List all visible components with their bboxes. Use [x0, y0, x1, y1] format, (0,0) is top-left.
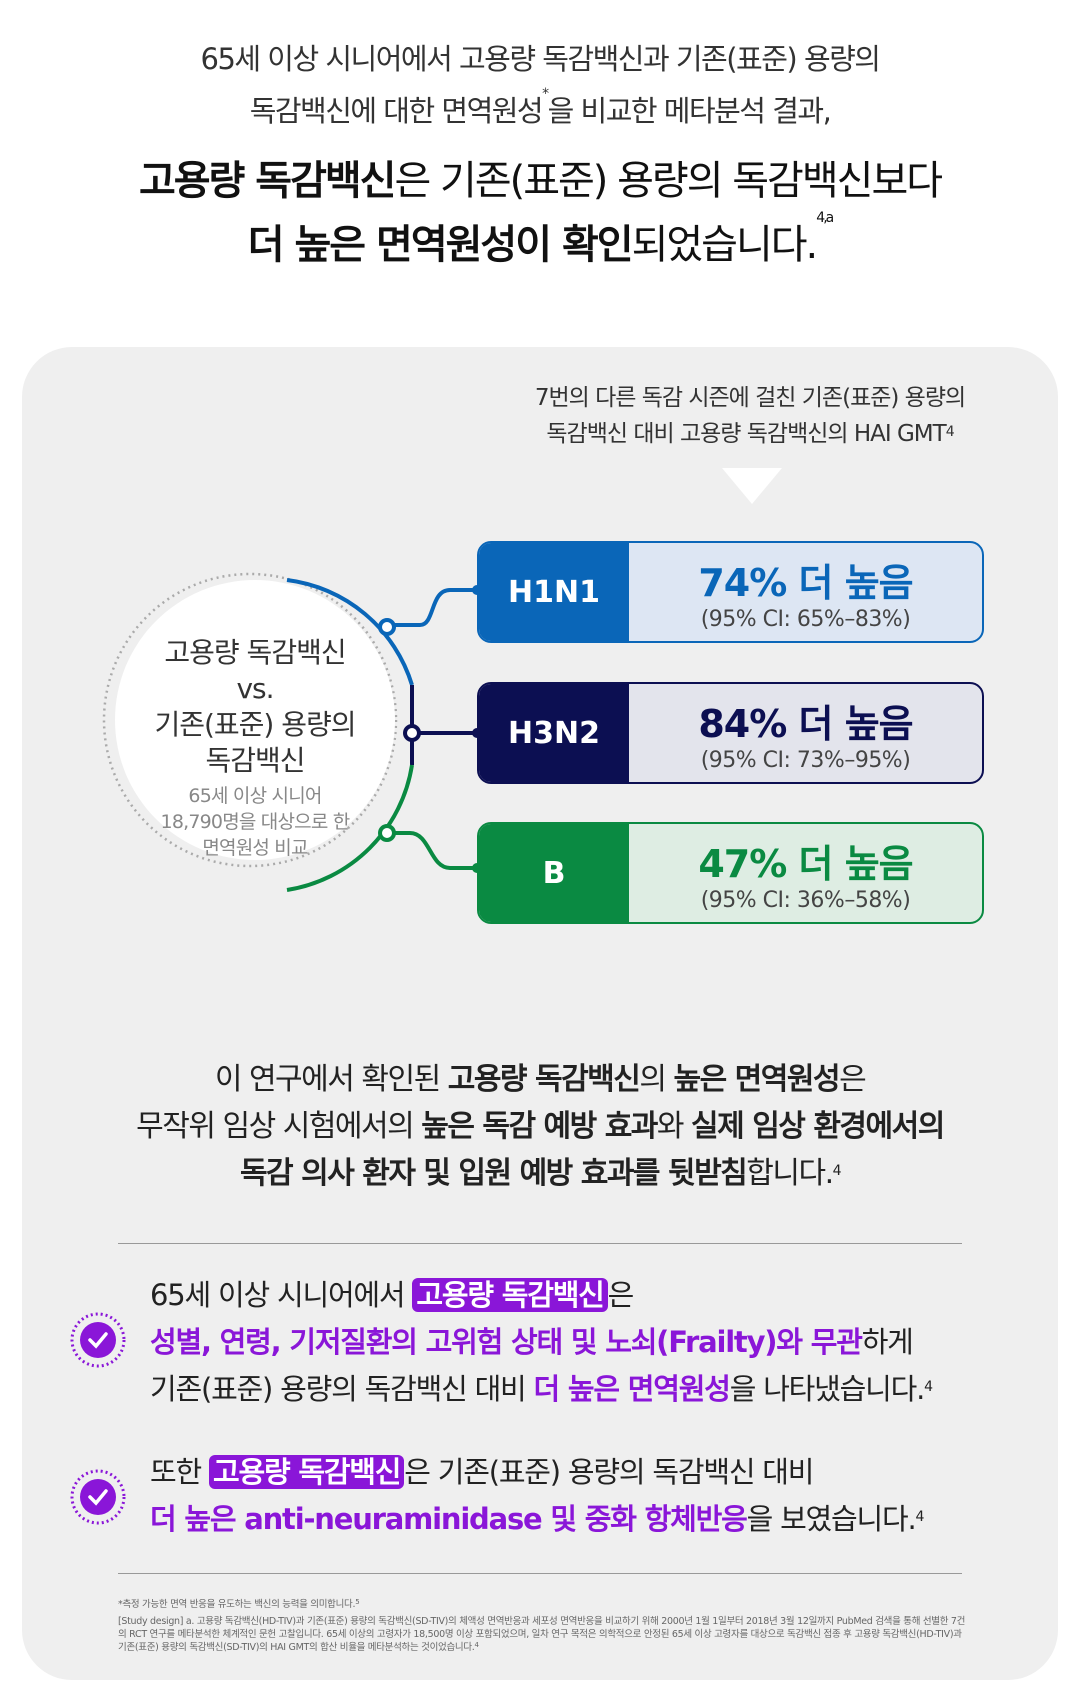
t: 은 — [607, 1278, 635, 1312]
t: 65세 이상 시니어 — [188, 785, 322, 807]
summary-text: 이 연구에서 확인된 고용량 독감백신의 높은 면역원성은 무작위 임상 시험에… — [0, 1056, 1080, 1197]
t: 은 기존(표준) 용량의 독감백신보다 — [394, 158, 943, 204]
result-row-b: B 47% 더 높음 (95% CI: 36%–58%) — [477, 822, 984, 924]
circle-bg — [115, 580, 395, 860]
t: vs. — [236, 672, 274, 705]
t: 더 높은 면역원성 — [533, 1372, 731, 1406]
result-row-h1n1: H1N1 74% 더 높음 (95% CI: 65%–83%) — [477, 541, 984, 643]
t: 되었습니다. — [631, 222, 819, 268]
check-badge-icon — [70, 1312, 126, 1368]
t: 을 보였습니다. — [746, 1502, 917, 1536]
t: 고용량 독감백신 — [138, 158, 397, 204]
highlight-tag: 고용량 독감백신 — [412, 1278, 608, 1312]
t: 독감백신 — [205, 744, 305, 777]
down-arrow-icon — [722, 468, 782, 504]
t: 7번의 다른 독감 시즌에 걸친 기존(표준) 용량의 — [534, 385, 966, 411]
t: *측정 가능한 면역 반응을 유도하는 백신의 능력을 의미합니다. — [118, 1599, 356, 1610]
t: 의 — [639, 1062, 674, 1097]
t: 합니다. — [746, 1156, 834, 1191]
sup: * — [542, 86, 549, 102]
result-row-h3n2: H3N2 84% 더 높음 (95% CI: 73%–95%) — [477, 682, 984, 784]
t: 은 기존(표준) 용량의 독감백신 대비 — [404, 1455, 814, 1489]
sup: 4 — [832, 1163, 842, 1179]
dotted-ring — [102, 572, 398, 868]
divider — [118, 1573, 962, 1574]
increase-value: 74% 더 높음 — [698, 561, 913, 605]
t: 독감백신에 대한 면역원성 — [249, 94, 544, 128]
t: 높은 면역원성 — [673, 1062, 841, 1097]
ci-text: (95% CI: 65%–83%) — [700, 607, 911, 632]
header-line2: 독감백신에 대한 면역원성*을 비교한 메타분석 결과, — [0, 86, 1080, 130]
highlight-tag: 고용량 독감백신 — [208, 1455, 405, 1489]
t: 은 — [839, 1062, 867, 1097]
t: 65세 이상 시니어에서 — [150, 1278, 413, 1312]
t: 와 — [656, 1109, 692, 1144]
t: 하게 — [861, 1325, 914, 1359]
t: 높은 독감 예방 효과 — [421, 1109, 658, 1144]
comparison-circle: 고용량 독감백신 vs. 기존(표준) 용량의 독감백신 65세 이상 시니어 18,7… — [110, 635, 400, 861]
t: 면역원성 비교 — [202, 837, 308, 859]
sup: 4 — [915, 1509, 925, 1525]
t: 실제 임상 환경에서의 — [691, 1109, 945, 1144]
header-line4: 더 높은 면역원성이 확인되었습니다.4,a — [0, 210, 1080, 270]
t: 이 연구에서 확인된 — [214, 1062, 448, 1097]
finding-item-1: 65세 이상 시니어에서 고용량 독감백신 은 성별, 연령, 기저질환의 고위험… — [150, 1272, 933, 1413]
t: 을 비교한 메타분석 결과, — [547, 94, 832, 128]
sup: 5 — [355, 1598, 360, 1606]
t: 18,790명을 대상으로 한 — [160, 811, 351, 833]
t: 을 나타냈습니다. — [729, 1372, 926, 1406]
check-badge-icon — [70, 1469, 126, 1525]
t: 더 높은 anti-neuraminidase 및 중화 항체반응 — [150, 1502, 748, 1536]
header-line3: 고용량 독감백신은 기존(표준) 용량의 독감백신보다 — [0, 148, 1080, 206]
t: 고용량 독감백신 — [164, 636, 346, 669]
increase-value: 47% 더 높음 — [698, 842, 913, 886]
sup: 4 — [924, 1379, 933, 1395]
t: 더 높은 면역원성이 확인 — [247, 222, 634, 268]
t: 기존(표준) 용량의 — [154, 708, 356, 741]
footnote: *측정 가능한 면역 반응을 유도하는 백신의 능력을 의미합니다.5 [Stu… — [118, 1598, 968, 1654]
sup: 4,a — [816, 210, 834, 226]
t: 무작위 임상 시험에서의 — [136, 1109, 422, 1144]
t: 독감백신 대비 고용량 독감백신의 HAI GMT — [546, 421, 946, 447]
t: 독감 의사 환자 및 입원 예방 효과를 뒷받침 — [239, 1156, 748, 1191]
header-line1: 65세 이상 시니어에서 고용량 독감백신과 기존(표준) 용량의 — [200, 42, 881, 76]
t: 성별, 연령, 기저질환의 고위험 상태 및 노쇠(Frailty)와 무관 — [150, 1325, 863, 1359]
sup: 4 — [474, 1641, 479, 1649]
increase-value: 84% 더 높음 — [698, 702, 913, 746]
strain-label: H1N1 — [479, 543, 629, 641]
t: 기존(표준) 용량의 독감백신 대비 — [150, 1372, 534, 1406]
strain-label: B — [479, 824, 629, 922]
sup: 4 — [945, 424, 955, 440]
t: 또한 — [150, 1455, 209, 1489]
divider — [118, 1243, 962, 1244]
strain-label: H3N2 — [479, 684, 629, 782]
t: 고용량 독감백신 — [447, 1062, 641, 1097]
t: [Study design] a. 고용량 독감백신(HD-TIV)과 기존(표… — [118, 1616, 966, 1653]
finding-item-2: 또한 고용량 독감백신 은 기존(표준) 용량의 독감백신 대비 더 높은 ant… — [150, 1449, 925, 1543]
ci-text: (95% CI: 73%–95%) — [700, 748, 911, 773]
ci-text: (95% CI: 36%–58%) — [700, 888, 911, 913]
